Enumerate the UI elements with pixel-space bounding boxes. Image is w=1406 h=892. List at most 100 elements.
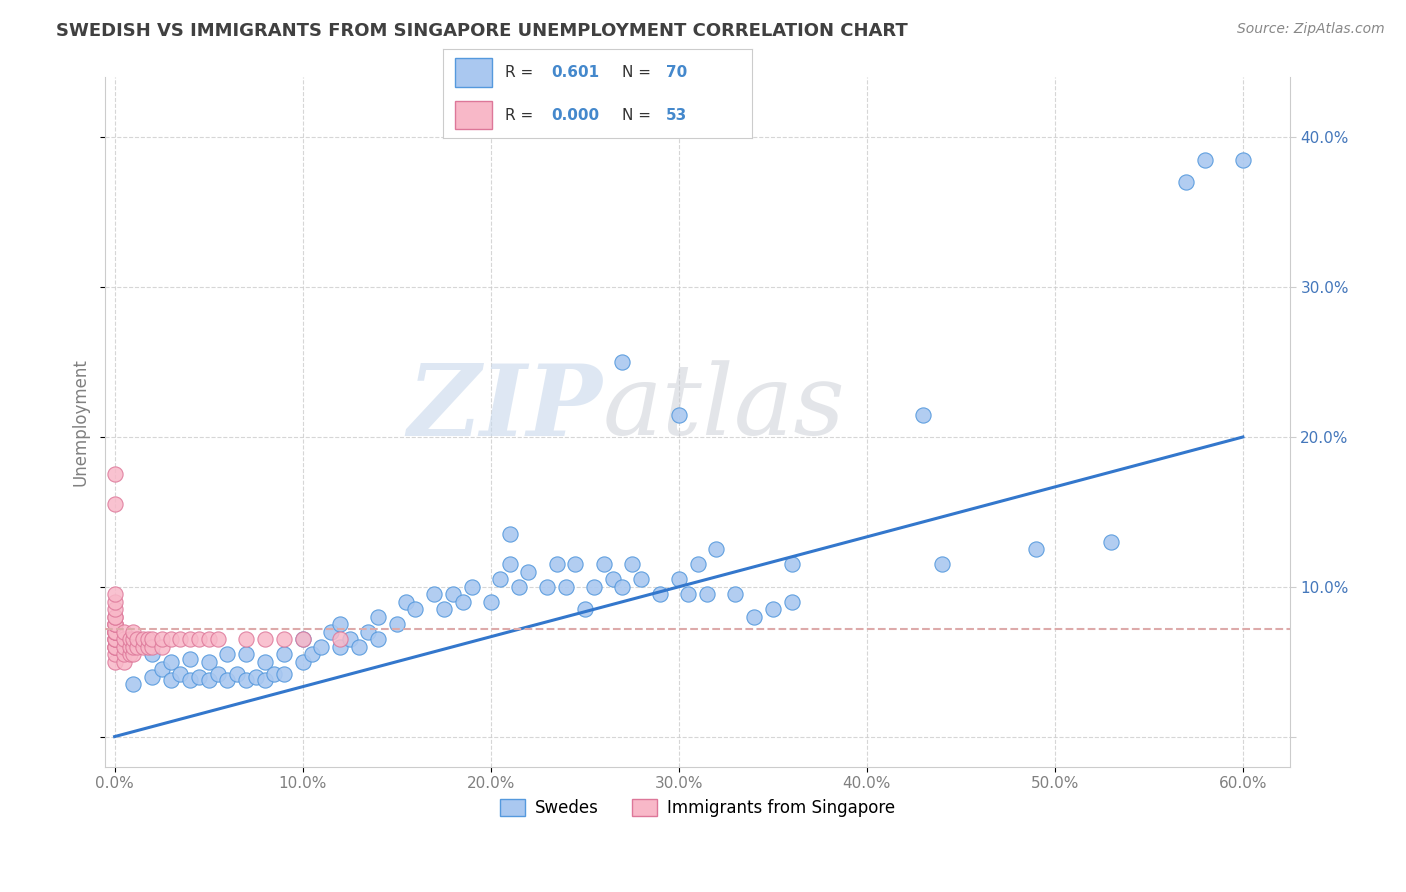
Point bbox=[104, 632, 127, 647]
Point bbox=[630, 572, 652, 586]
Point bbox=[122, 647, 145, 661]
Point bbox=[395, 595, 418, 609]
Point bbox=[112, 655, 135, 669]
Point bbox=[423, 587, 446, 601]
Point bbox=[339, 632, 361, 647]
Point bbox=[291, 655, 314, 669]
Point bbox=[301, 647, 323, 661]
Point bbox=[122, 640, 145, 654]
Point bbox=[235, 647, 257, 661]
Point bbox=[104, 617, 127, 632]
Point bbox=[357, 624, 380, 639]
Point bbox=[676, 587, 699, 601]
Point bbox=[104, 632, 127, 647]
Point bbox=[291, 632, 314, 647]
Point bbox=[127, 632, 149, 647]
Point bbox=[405, 602, 427, 616]
Point bbox=[141, 640, 163, 654]
Point bbox=[104, 655, 127, 669]
Point bbox=[433, 602, 456, 616]
Point bbox=[498, 558, 520, 572]
Point bbox=[311, 640, 333, 654]
Point bbox=[1232, 153, 1254, 167]
Point bbox=[668, 572, 690, 586]
Point bbox=[780, 595, 803, 609]
Legend: Swedes, Immigrants from Singapore: Swedes, Immigrants from Singapore bbox=[494, 792, 901, 823]
Point bbox=[104, 497, 127, 511]
Point bbox=[160, 632, 183, 647]
Point bbox=[179, 632, 201, 647]
Point bbox=[112, 640, 135, 654]
Point bbox=[612, 355, 634, 369]
Point bbox=[160, 673, 183, 687]
Point bbox=[668, 408, 690, 422]
Point bbox=[555, 580, 578, 594]
Point bbox=[160, 655, 183, 669]
Point bbox=[104, 632, 127, 647]
Point bbox=[104, 617, 127, 632]
Point bbox=[367, 609, 389, 624]
Point bbox=[254, 632, 277, 647]
Point bbox=[207, 666, 229, 681]
Point bbox=[385, 617, 408, 632]
Point bbox=[104, 467, 127, 482]
Point bbox=[329, 640, 352, 654]
FancyBboxPatch shape bbox=[456, 58, 492, 87]
Text: R =: R = bbox=[505, 108, 538, 122]
Point bbox=[122, 624, 145, 639]
Point bbox=[461, 580, 484, 594]
Point bbox=[564, 558, 586, 572]
Text: R =: R = bbox=[505, 65, 538, 79]
Point bbox=[592, 558, 614, 572]
Point bbox=[508, 580, 530, 594]
Point bbox=[104, 609, 127, 624]
Point bbox=[291, 632, 314, 647]
Point bbox=[104, 587, 127, 601]
Point bbox=[931, 558, 953, 572]
Text: atlas: atlas bbox=[603, 360, 845, 456]
Point bbox=[104, 647, 127, 661]
Point bbox=[217, 647, 239, 661]
Point bbox=[263, 666, 285, 681]
Point bbox=[762, 602, 785, 616]
Point bbox=[150, 632, 173, 647]
Point bbox=[225, 666, 247, 681]
Point bbox=[254, 655, 277, 669]
Point bbox=[217, 673, 239, 687]
Point bbox=[489, 572, 512, 586]
Point bbox=[273, 647, 295, 661]
Point bbox=[583, 580, 606, 594]
Point bbox=[150, 662, 173, 676]
Point bbox=[112, 647, 135, 661]
Point bbox=[235, 673, 257, 687]
Point bbox=[620, 558, 643, 572]
Text: SWEDISH VS IMMIGRANTS FROM SINGAPORE UNEMPLOYMENT CORRELATION CHART: SWEDISH VS IMMIGRANTS FROM SINGAPORE UNE… bbox=[56, 22, 908, 40]
Point bbox=[132, 632, 155, 647]
Point bbox=[197, 673, 219, 687]
Point bbox=[347, 640, 370, 654]
Point bbox=[169, 666, 191, 681]
Point bbox=[329, 632, 352, 647]
Point bbox=[235, 632, 257, 647]
Point bbox=[319, 624, 342, 639]
Point bbox=[104, 609, 127, 624]
Y-axis label: Unemployment: Unemployment bbox=[72, 358, 89, 486]
Point bbox=[122, 632, 145, 647]
Point bbox=[104, 640, 127, 654]
Point bbox=[1099, 534, 1122, 549]
Point bbox=[169, 632, 191, 647]
Point bbox=[536, 580, 558, 594]
Point bbox=[188, 632, 211, 647]
Point bbox=[104, 624, 127, 639]
Point bbox=[150, 640, 173, 654]
Point bbox=[273, 632, 295, 647]
Text: ZIP: ZIP bbox=[408, 360, 603, 457]
Point bbox=[648, 587, 671, 601]
Point bbox=[254, 673, 277, 687]
Point bbox=[104, 640, 127, 654]
Point bbox=[912, 408, 935, 422]
Point bbox=[112, 624, 135, 639]
Point bbox=[104, 624, 127, 639]
Point bbox=[441, 587, 464, 601]
Point bbox=[1175, 175, 1198, 189]
